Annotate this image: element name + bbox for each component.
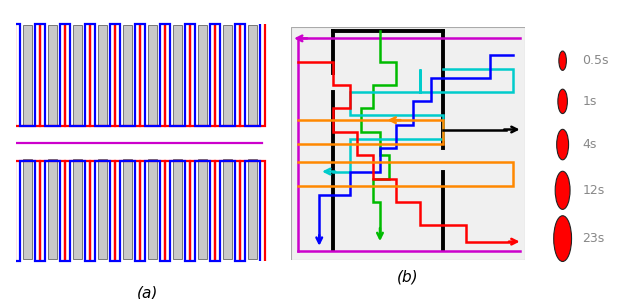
Bar — [223, 159, 232, 259]
Bar — [148, 25, 157, 125]
Bar — [23, 159, 32, 259]
Text: (b): (b) — [397, 270, 419, 285]
Bar — [173, 159, 182, 259]
Bar — [123, 159, 132, 259]
Text: 12s: 12s — [582, 184, 605, 197]
Circle shape — [555, 171, 570, 209]
Bar — [98, 159, 108, 259]
Circle shape — [559, 51, 566, 70]
Text: 0.5s: 0.5s — [582, 54, 609, 67]
Bar — [48, 159, 57, 259]
Bar — [198, 25, 207, 125]
Text: 1s: 1s — [582, 95, 597, 108]
Circle shape — [558, 89, 568, 114]
Bar — [73, 159, 82, 259]
Text: 4s: 4s — [582, 138, 597, 151]
Bar — [98, 25, 108, 125]
Bar — [23, 25, 32, 125]
Bar — [223, 25, 232, 125]
Bar — [248, 25, 257, 125]
Circle shape — [554, 216, 572, 261]
Bar — [148, 159, 157, 259]
Text: 23s: 23s — [582, 232, 605, 245]
Bar — [48, 25, 57, 125]
Bar — [248, 159, 257, 259]
Bar — [173, 25, 182, 125]
Bar — [123, 25, 132, 125]
Bar — [198, 159, 207, 259]
Bar — [73, 25, 82, 125]
Text: (a): (a) — [136, 286, 158, 299]
Circle shape — [557, 129, 568, 160]
